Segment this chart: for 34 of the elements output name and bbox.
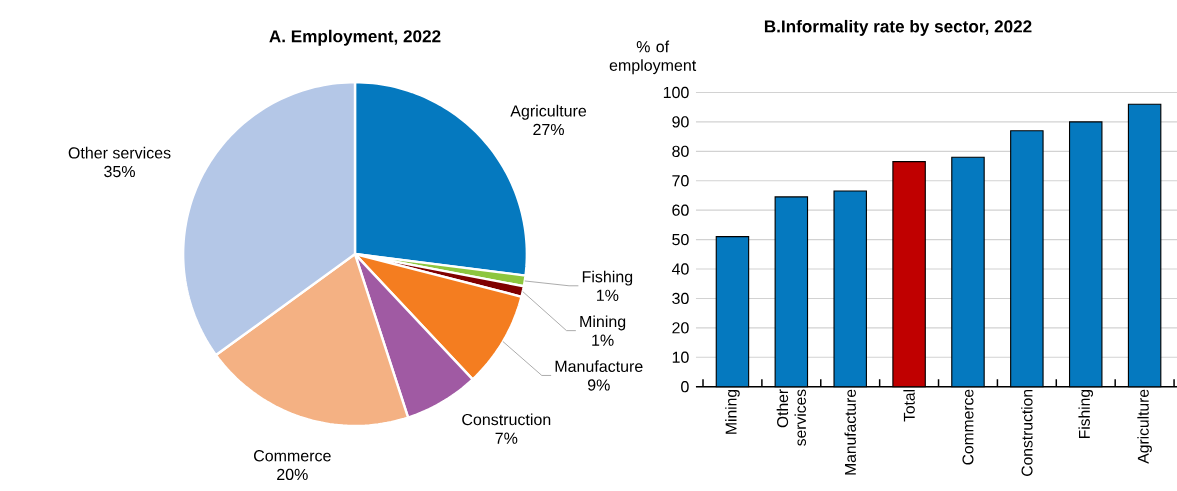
chart-title: B.Informality rate by sector, 2022 (764, 19, 1032, 36)
y-tick-label: 0 (681, 380, 689, 393)
y-tick-label: 60 (672, 204, 689, 216)
x-tick-label: Agriculture (1137, 389, 1152, 464)
data-label: 7% (495, 432, 518, 444)
slice-label: Fishing (582, 270, 633, 286)
data-label: 9% (587, 379, 610, 391)
data-label: 20% (277, 468, 308, 480)
y-tick-label: 40 (671, 263, 689, 275)
x-tick-label: Commerce (962, 389, 974, 465)
y-tick-label: 20 (672, 322, 689, 334)
x-tick-label: Mining (725, 389, 740, 434)
chart-title: A. Employment, 2022 (269, 29, 441, 46)
x-tick-label: Construction (1021, 389, 1033, 476)
y-tick-label: 30 (672, 292, 689, 304)
slice-label: Mining (580, 315, 626, 331)
x-tick-label: Total (903, 389, 915, 422)
data-label: 27% (533, 123, 564, 135)
slice-label: Agriculture (510, 104, 587, 120)
data-label: 35% (104, 165, 135, 177)
data-label: 1% (597, 289, 619, 301)
y-tick-label: 50 (672, 233, 689, 246)
y-tick-label: 10 (672, 351, 689, 363)
y-tick-label: 70 (672, 174, 689, 187)
x-tick-label: Other services (776, 389, 806, 446)
y-tick-label: 80 (672, 145, 689, 157)
slice-label: Manufacture (555, 360, 643, 372)
slice-label: Other services (68, 146, 171, 159)
data-label: 1% (592, 334, 614, 346)
y-axis-title: % of employment (609, 40, 697, 74)
y-tick-label: 90 (672, 116, 689, 128)
x-tick-label: Fishing (1078, 389, 1094, 438)
y-tick-label: 100 (663, 86, 689, 98)
x-tick-label: Manufacture (844, 389, 856, 475)
